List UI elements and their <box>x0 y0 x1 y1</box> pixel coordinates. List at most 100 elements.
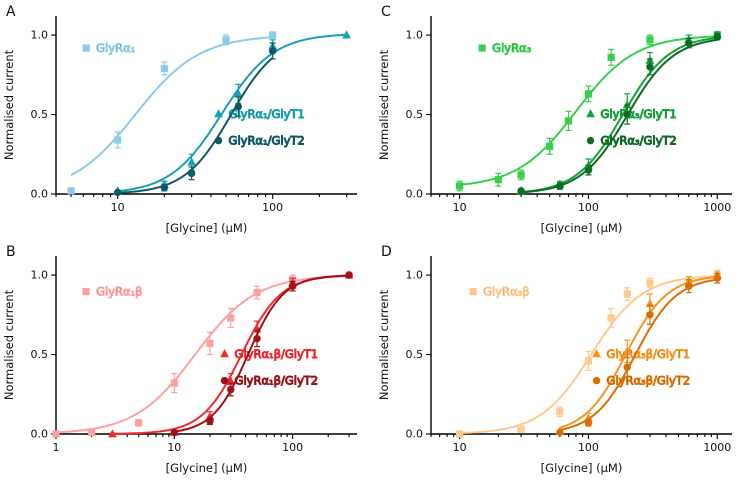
legend-label: GlyRα₃β <box>483 285 529 299</box>
marker-square-icon <box>170 379 178 387</box>
marker-circle-icon <box>288 282 297 290</box>
marker-triangle-icon <box>214 109 223 118</box>
y-axis-label: Normalised current <box>377 49 391 160</box>
marker-square-icon <box>206 339 214 348</box>
marker-circle-icon <box>268 47 277 55</box>
x-tick-label: 10 <box>453 441 467 454</box>
panel-letter: D <box>381 244 392 260</box>
marker-circle-icon <box>646 63 654 71</box>
panel-letter: B <box>6 244 16 260</box>
x-tick-label: 100 <box>578 441 599 454</box>
marker-triangle-icon <box>592 349 601 358</box>
panel-C-chart: 10 100 1000 0.0 0.5 1.0 [Glycine] (µM) Normalis… <box>377 4 732 235</box>
marker-square-icon <box>623 290 631 298</box>
series-circle: GlyRα₃β/GlyT2 <box>556 272 722 437</box>
y-tick-label: 1.0 <box>406 269 424 282</box>
fit-curve <box>174 274 350 433</box>
x-tick-label: 1 <box>53 441 60 454</box>
marker-square-icon <box>160 64 168 73</box>
marker-circle-icon <box>113 188 122 197</box>
marker-circle-icon <box>713 274 722 282</box>
y-tick-label: 0.5 <box>406 348 424 361</box>
legend-label: GlyRα₁ <box>96 41 135 55</box>
series-triangle: GlyRα₃β/GlyT1 <box>555 270 722 435</box>
x-tick-label: 100 <box>578 201 599 214</box>
marker-circle-icon <box>586 136 595 145</box>
marker-square-icon <box>646 279 654 287</box>
marker-circle-icon <box>187 169 196 178</box>
x-axis-label: [Glycine] (µM) <box>541 221 623 235</box>
marker-circle-icon <box>623 363 631 371</box>
fit-curve <box>55 275 350 434</box>
plot-area: 10 100 0.0 0.5 1.0 [Glycine] (µM) Normalised c… <box>2 4 357 235</box>
marker-circle-icon <box>592 376 601 385</box>
legend-label: GlyRα₁/GlyT1 <box>229 107 305 121</box>
panel-letter: C <box>381 4 391 20</box>
marker-circle-icon <box>227 385 235 394</box>
panel-A-chart: 10 100 0.0 0.5 1.0 [Glycine] (µM) Normalised c… <box>2 4 357 235</box>
marker-circle-icon <box>685 39 693 47</box>
marker-circle-icon <box>214 136 223 145</box>
y-tick-label: 0.0 <box>406 188 424 201</box>
x-tick-label: 1000 <box>703 201 731 214</box>
x-axis-label: [Glycine] (µM) <box>541 461 623 475</box>
marker-square-icon <box>584 357 593 365</box>
y-tick-label: 0.5 <box>406 108 424 121</box>
marker-circle-icon <box>713 32 722 41</box>
plot-area: 1 10 100 0.0 0.5 1.0 [Glycine] (µM) Normalised … <box>2 244 357 475</box>
series-circle: GlyRα₁β/GlyT2 <box>170 271 353 437</box>
marker-square-icon <box>222 36 230 44</box>
marker-triangle-icon <box>586 109 595 118</box>
marker-square-icon <box>478 44 486 52</box>
marker-square-icon <box>455 182 464 190</box>
x-tick-label: 10 <box>167 441 181 454</box>
marker-triangle-icon <box>187 157 197 166</box>
marker-square-icon <box>607 53 615 61</box>
fit-curve <box>521 38 718 194</box>
series-square: GlyRα₁β <box>52 271 353 438</box>
marker-square-icon <box>517 425 525 433</box>
legend-label: GlyRα₃/GlyT2 <box>601 134 677 148</box>
x-axis-label: [Glycine] (µM) <box>166 221 248 235</box>
y-axis-label: Normalised current <box>377 289 391 400</box>
marker-square-icon <box>556 408 564 416</box>
legend-label: GlyRα₃ <box>492 41 531 55</box>
marker-square-icon <box>227 314 235 322</box>
marker-triangle-icon <box>233 89 243 98</box>
y-tick-label: 0.0 <box>406 428 424 441</box>
series-triangle: GlyRα₃/GlyT1 <box>516 30 722 195</box>
marker-triangle-icon <box>622 100 632 109</box>
fit-curve <box>117 33 347 193</box>
panel-D: 10 100 1000 0.0 0.5 1.0 [Glycine] (µM) Normalis… <box>375 240 751 480</box>
y-tick-label: 0.0 <box>31 428 49 441</box>
marker-circle-icon <box>646 311 654 319</box>
fit-curve <box>117 57 274 194</box>
marker-square-icon <box>469 288 477 296</box>
marker-circle-icon <box>345 271 353 279</box>
y-axis-label: Normalised current <box>2 49 16 160</box>
fit-curve <box>521 36 718 193</box>
plot-area: 10 100 1000 0.0 0.5 1.0 [Glycine] (µM) Normalis… <box>377 4 732 235</box>
marker-square-icon <box>564 117 573 125</box>
panel-letter: A <box>6 4 16 20</box>
marker-circle-icon <box>517 187 525 195</box>
marker-circle-icon <box>253 334 261 343</box>
marker-square-icon <box>82 44 90 52</box>
marker-triangle-icon <box>342 30 352 39</box>
legend-label: GlyRα₁/GlyT2 <box>229 134 305 148</box>
legend-label: GlyRα₃β/GlyT2 <box>607 374 691 388</box>
marker-square-icon <box>88 428 96 437</box>
series-triangle: GlyRα₁β/GlyT1 <box>108 270 354 438</box>
marker-triangle-icon <box>220 349 229 358</box>
marker-circle-icon <box>170 428 179 437</box>
marker-circle-icon <box>234 102 242 111</box>
x-tick-label: 10 <box>111 201 125 214</box>
panel-B: 1 10 100 0.0 0.5 1.0 [Glycine] (µM) Normalised … <box>0 240 375 480</box>
marker-square-icon <box>646 36 654 44</box>
marker-circle-icon <box>220 376 229 385</box>
legend-label: GlyRα₃/GlyT1 <box>601 107 677 121</box>
series-square: GlyRα₁ <box>67 31 277 195</box>
panel-B-chart: 1 10 100 0.0 0.5 1.0 [Glycine] (µM) Normalised … <box>2 244 357 475</box>
series-circle: GlyRα₃/GlyT2 <box>517 32 722 195</box>
